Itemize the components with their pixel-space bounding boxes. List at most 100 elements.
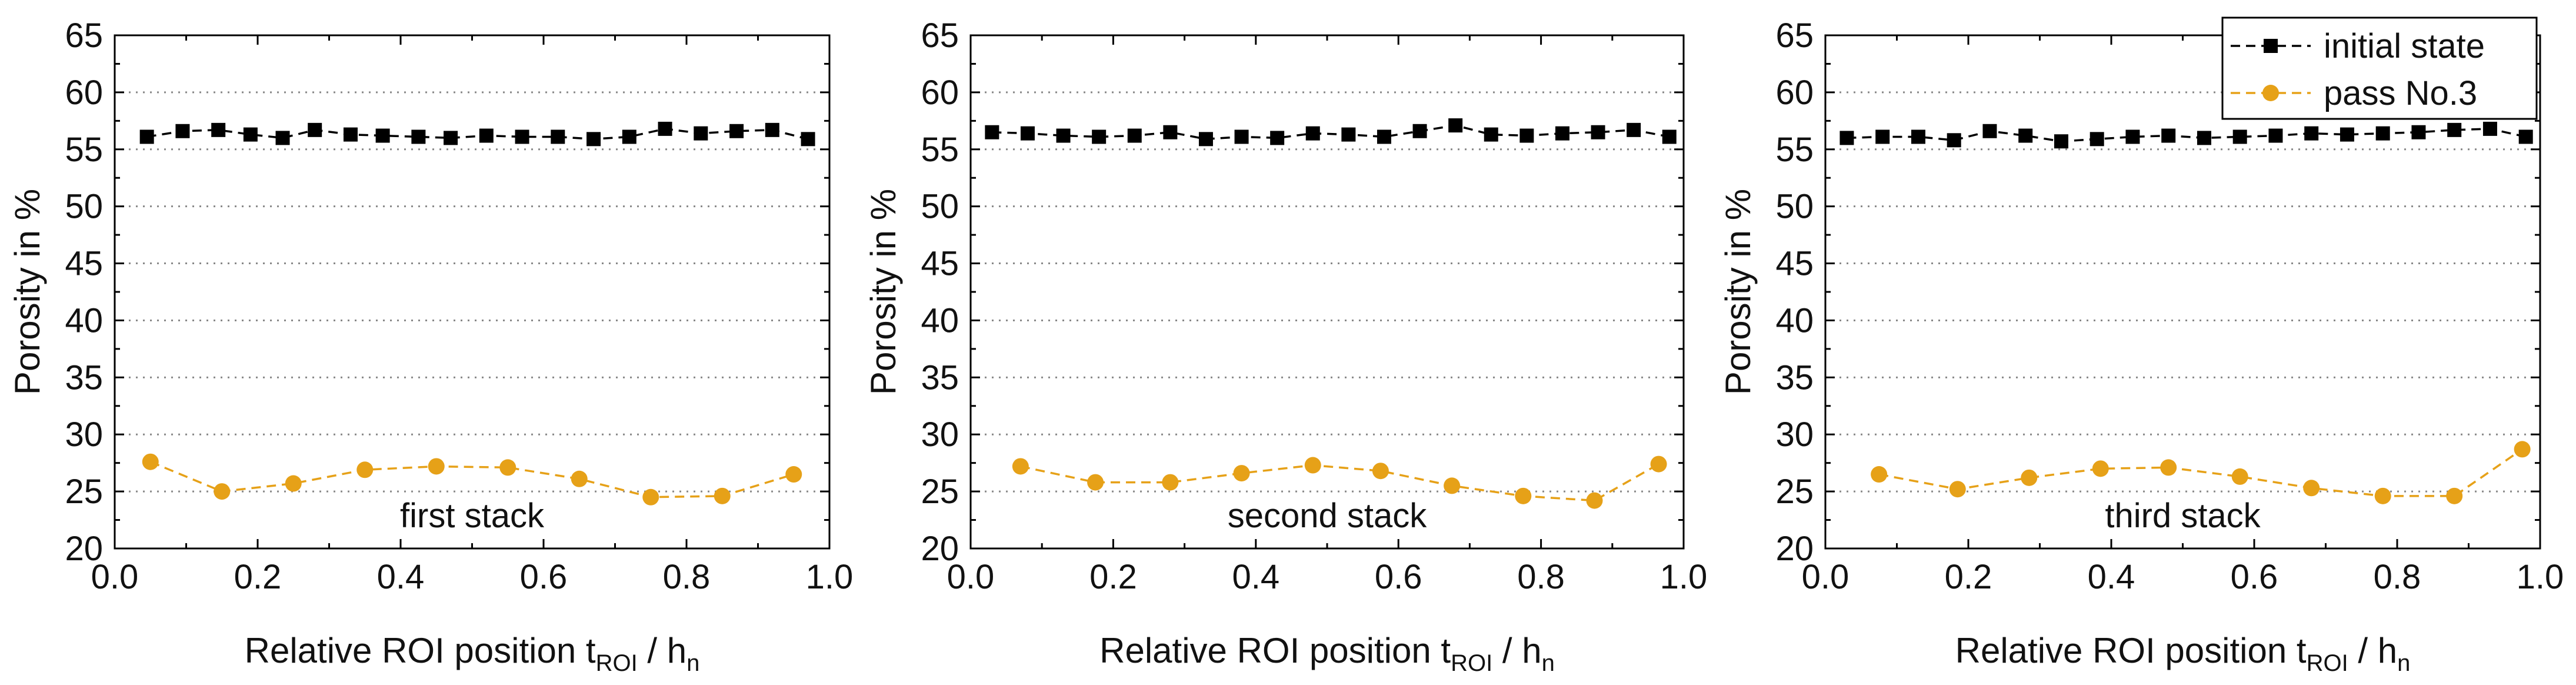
- data-point-initial-state: [1662, 129, 1677, 144]
- y-tick-label: 65: [65, 16, 103, 55]
- data-point-pass-no3: [1444, 477, 1461, 494]
- legend-label: initial state: [2324, 27, 2485, 65]
- y-tick-label: 30: [921, 415, 959, 454]
- data-point-initial-state: [2268, 128, 2283, 143]
- y-axis-title: Porosity in %: [864, 189, 903, 395]
- x-axis-title-mid: / h: [2348, 631, 2397, 670]
- series-line-2: [1020, 463, 1659, 502]
- data-point-pass-no3: [1515, 487, 1532, 504]
- x-tick-label: 0.0: [91, 558, 139, 596]
- y-axis-title: Porosity in %: [8, 189, 47, 395]
- data-point-initial-state: [658, 121, 672, 136]
- data-point-initial-state: [211, 122, 226, 137]
- data-point-pass-no3: [2092, 460, 2109, 477]
- data-point-pass-no3: [785, 466, 802, 483]
- data-point-initial-state: [275, 131, 290, 145]
- panel-label: third stack: [2105, 497, 2261, 535]
- data-point-pass-no3: [285, 475, 302, 492]
- y-tick-label: 20: [1775, 530, 1814, 568]
- y-tick-label: 35: [921, 358, 959, 397]
- x-tick-label: 0.8: [2374, 558, 2421, 596]
- data-point-initial-state: [1839, 131, 1854, 145]
- data-point-initial-state: [1020, 126, 1035, 141]
- data-point-pass-no3: [2514, 441, 2531, 458]
- data-point-initial-state: [243, 127, 258, 142]
- y-tick-label: 25: [65, 473, 103, 511]
- data-point-initial-state: [308, 122, 322, 137]
- x-tick-label: 0.2: [1945, 558, 1992, 596]
- y-tick-label: 20: [921, 530, 959, 568]
- data-point-pass-no3: [1372, 463, 1389, 480]
- data-point-pass-no3: [714, 487, 731, 504]
- x-axis-title-mid: / h: [1492, 631, 1541, 670]
- legend-label: pass No.3: [2324, 74, 2477, 112]
- y-tick-label: 35: [1775, 358, 1814, 397]
- y-axis-title: Porosity in %: [1718, 189, 1758, 395]
- x-tick-label: 1.0: [2517, 558, 2564, 596]
- data-point-pass-no3: [2231, 468, 2248, 485]
- data-point-initial-state: [586, 132, 601, 147]
- data-point-initial-state: [622, 129, 636, 144]
- data-point-pass-no3: [1087, 474, 1104, 491]
- data-point-initial-state: [2304, 126, 2319, 141]
- x-axis-title-main: Relative ROI position t: [245, 631, 596, 670]
- data-point-pass-no3: [2303, 480, 2320, 497]
- data-point-initial-state: [375, 128, 390, 143]
- data-point-pass-no3: [428, 458, 445, 475]
- y-tick-label: 55: [921, 131, 959, 169]
- data-point-pass-no3: [1586, 492, 1603, 509]
- data-point-initial-state: [801, 132, 815, 147]
- data-point-initial-state: [343, 127, 358, 142]
- panel-label: second stack: [1228, 497, 1428, 535]
- y-tick-label: 50: [1775, 188, 1814, 226]
- x-axis-title: Relative ROI position tROI / hn: [1955, 631, 2411, 676]
- data-point-pass-no3: [1162, 474, 1179, 491]
- y-tick-label: 30: [65, 415, 103, 454]
- legend-circle-marker: [2262, 85, 2279, 101]
- data-point-initial-state: [2090, 132, 2104, 147]
- data-point-initial-state: [444, 131, 458, 145]
- data-point-pass-no3: [2021, 469, 2038, 486]
- x-tick-label: 0.6: [1375, 558, 1422, 596]
- data-point-pass-no3: [571, 470, 588, 487]
- x-tick-label: 0.4: [1232, 558, 1279, 596]
- y-tick-label: 45: [1775, 245, 1814, 283]
- data-point-pass-no3: [2160, 459, 2177, 476]
- x-axis-title-main: Relative ROI position t: [1099, 631, 1451, 670]
- data-point-initial-state: [1056, 128, 1071, 143]
- y-tick-label: 40: [1775, 301, 1814, 340]
- y-tick-label: 50: [65, 188, 103, 226]
- data-point-initial-state: [1163, 125, 1178, 139]
- data-point-initial-state: [515, 129, 529, 144]
- data-point-initial-state: [1092, 129, 1107, 144]
- x-tick-label: 0.8: [1517, 558, 1565, 596]
- data-point-pass-no3: [1233, 465, 1250, 482]
- x-axis-title-sub: ROI: [596, 650, 638, 676]
- x-tick-label: 0.2: [1089, 558, 1137, 596]
- y-tick-label: 50: [921, 188, 959, 226]
- panel-2: 20 25 30 35 40 45 50 55 60 65 0.0 0.2 0.4 0.6 0.8 1.0 Re…: [864, 16, 1707, 676]
- data-point-initial-state: [411, 129, 426, 144]
- data-point-pass-no3: [356, 461, 374, 478]
- data-point-initial-state: [765, 122, 779, 137]
- y-tick-label: 25: [1775, 473, 1814, 511]
- data-point-initial-state: [2161, 128, 2176, 143]
- data-point-initial-state: [2375, 126, 2390, 141]
- legend-box: [2221, 16, 2538, 120]
- panel-1: 20 25 30 35 40 45 50 55 60 65 0.0 0.2 0.4 0.6 0.8 1.0 Re…: [8, 16, 853, 676]
- x-axis-title: Relative ROI position tROI / hn: [245, 631, 700, 676]
- y-tick-label: 60: [921, 74, 959, 112]
- data-point-pass-no3: [1304, 457, 1321, 474]
- data-point-initial-state: [1198, 132, 1213, 147]
- data-point-initial-state: [1947, 133, 1961, 148]
- series-line-2: [1878, 448, 2523, 497]
- y-tick-label: 40: [921, 301, 959, 340]
- y-tick-label: 45: [921, 245, 959, 283]
- data-point-initial-state: [1484, 127, 1498, 142]
- data-point-pass-no3: [1871, 466, 1888, 483]
- x-tick-label: 0.8: [663, 558, 711, 596]
- y-tick-label: 30: [1775, 415, 1814, 454]
- data-point-initial-state: [1448, 118, 1463, 133]
- x-tick-label: 1.0: [806, 558, 854, 596]
